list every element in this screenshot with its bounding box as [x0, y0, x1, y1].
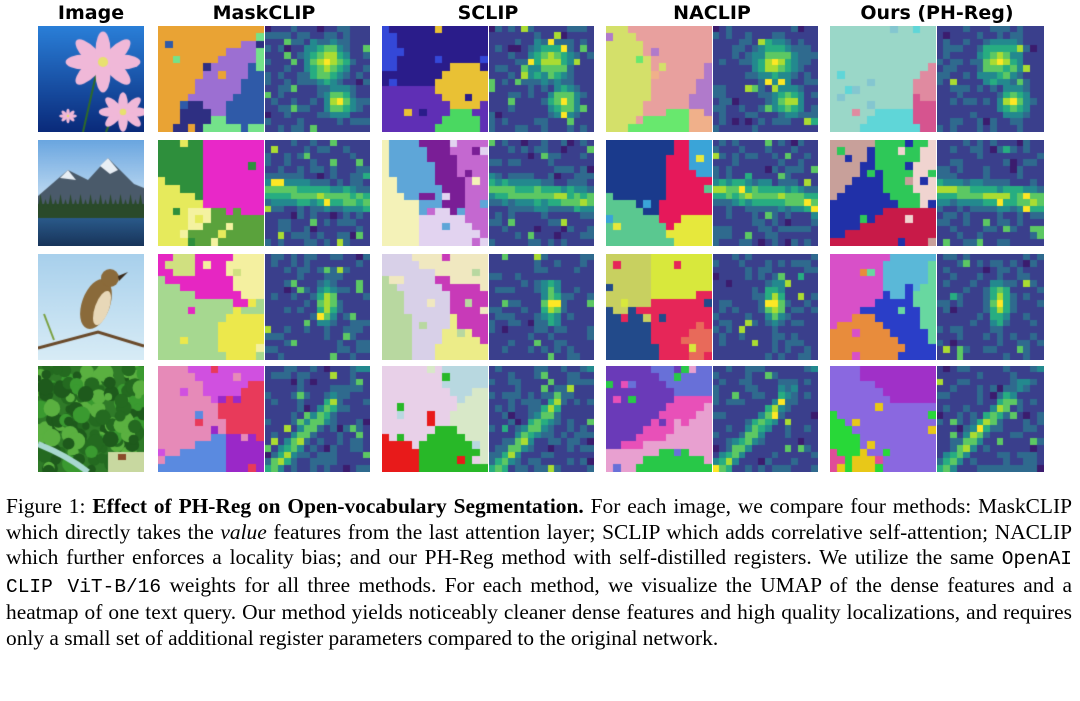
header-image: Image: [57, 2, 125, 24]
figure-caption: Figure 1: Effect of PH-Reg on Open-vocab…: [6, 494, 1072, 652]
caption-model-name: OpenAI CLIP ViT-B/16: [6, 548, 1072, 598]
heatmap-maskclip-bird: [265, 254, 370, 360]
umap-naclip-flower: [606, 26, 712, 132]
header-naclip: NACLIP: [673, 2, 751, 24]
heatmap-maskclip-forest: [265, 366, 370, 472]
umap-maskclip-mountain: [158, 140, 264, 246]
caption-text-2: features from the last attention layer; …: [6, 519, 1072, 570]
umap-ours-mountain: [830, 140, 936, 246]
umap-maskclip-flower: [158, 26, 264, 132]
umap-sclip-forest: [382, 366, 488, 472]
figure-label: Figure 1:: [6, 494, 86, 518]
header-ours: Ours (PH-Reg): [860, 2, 1014, 24]
input-image-forest: [38, 366, 144, 472]
heatmap-naclip-flower: [713, 26, 818, 132]
umap-naclip-mountain: [606, 140, 712, 246]
heatmap-ours-mountain: [937, 140, 1044, 246]
umap-ours-forest: [830, 366, 936, 472]
heatmap-ours-forest: [937, 366, 1044, 472]
caption-italic-value: value: [220, 519, 267, 544]
input-image-mountain: [38, 140, 144, 246]
umap-maskclip-bird: [158, 254, 264, 360]
heatmap-sclip-bird: [489, 254, 594, 360]
input-image-bird: [38, 254, 144, 360]
input-image-flower: [38, 26, 144, 132]
heatmap-sclip-mountain: [489, 140, 594, 246]
header-sclip: SCLIP: [457, 2, 519, 24]
caption-text-1: For each image, we compare four methods:…: [6, 494, 1072, 544]
heatmap-ours-flower: [937, 26, 1044, 132]
figure-title: Effect of PH-Reg on Open-vocabulary Segm…: [92, 494, 584, 518]
umap-ours-bird: [830, 254, 936, 360]
umap-sclip-mountain: [382, 140, 488, 246]
umap-maskclip-forest: [158, 366, 264, 472]
heatmap-naclip-forest: [713, 366, 818, 472]
umap-ours-flower: [830, 26, 936, 132]
heatmap-naclip-mountain: [713, 140, 818, 246]
umap-sclip-flower: [382, 26, 488, 132]
heatmap-maskclip-mountain: [265, 140, 370, 246]
umap-naclip-forest: [606, 366, 712, 472]
header-maskclip: MaskCLIP: [212, 2, 316, 24]
heatmap-ours-bird: [937, 254, 1044, 360]
heatmap-naclip-bird: [713, 254, 818, 360]
caption-text-3: weights for all three methods. For each …: [6, 572, 1073, 650]
umap-naclip-bird: [606, 254, 712, 360]
heatmap-sclip-forest: [489, 366, 594, 472]
umap-sclip-bird: [382, 254, 488, 360]
heatmap-maskclip-flower: [265, 26, 370, 132]
heatmap-sclip-flower: [489, 26, 594, 132]
